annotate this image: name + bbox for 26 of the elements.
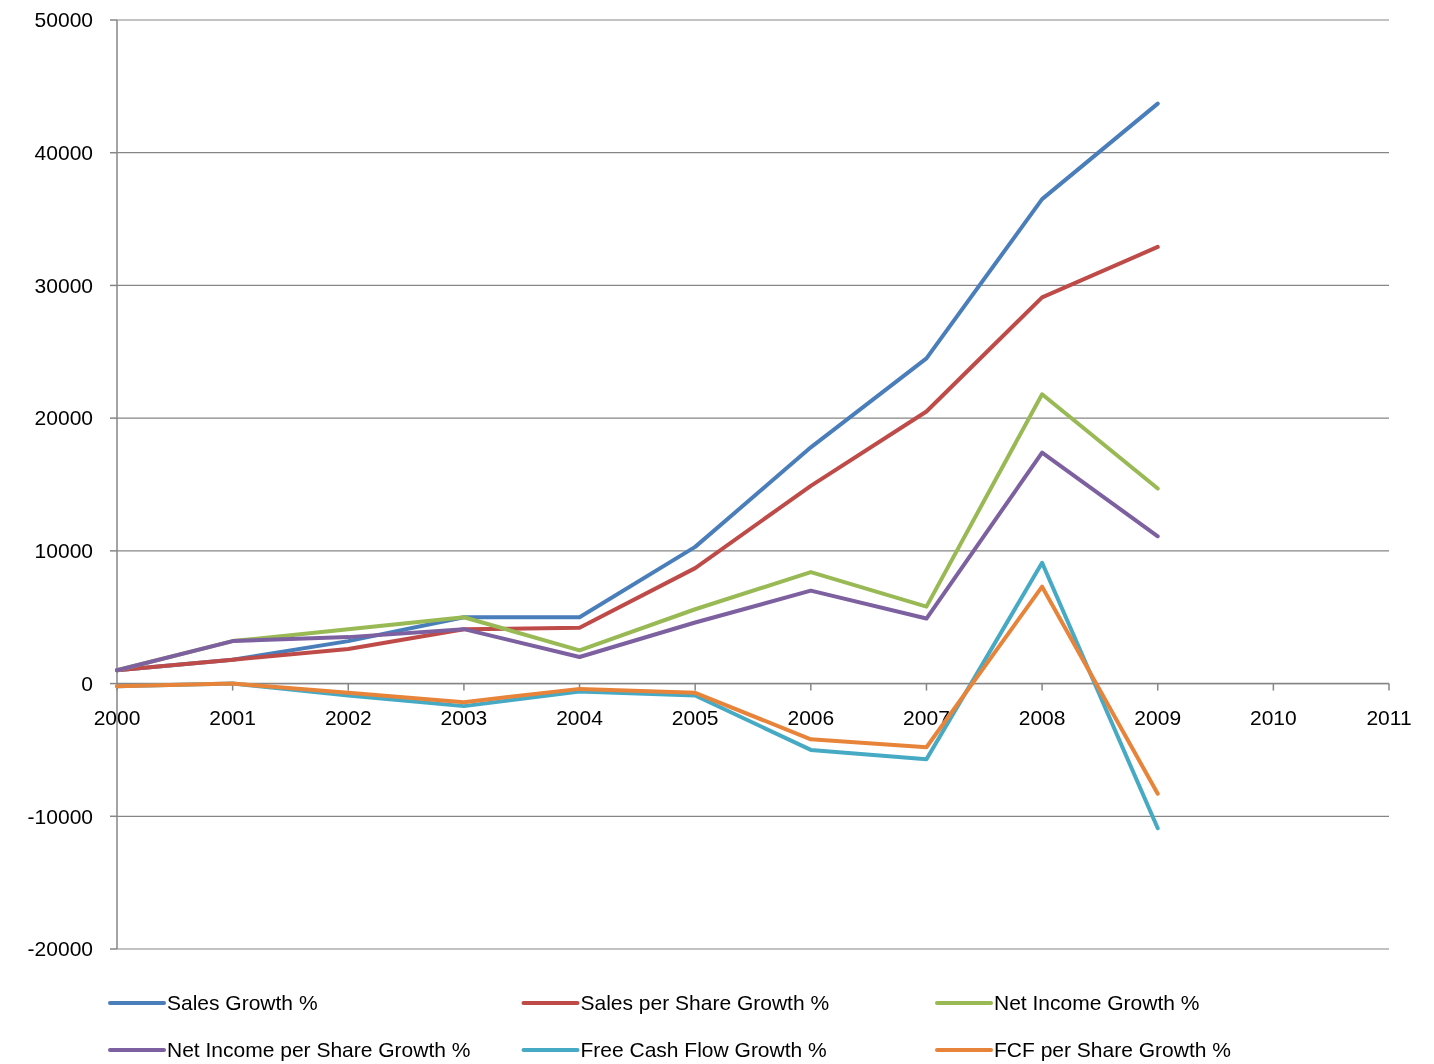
y-tick-label: 40000 (34, 141, 93, 165)
legend-label: Free Cash Flow Growth % (580, 1038, 827, 1062)
y-tick-label: 50000 (34, 8, 93, 32)
legend-label: Net Income Growth % (994, 991, 1200, 1015)
legend-label: FCF per Share Growth % (994, 1038, 1231, 1062)
x-tick-label: 2008 (1018, 705, 1066, 729)
legend-label: Sales Growth % (167, 991, 318, 1015)
x-tick-label: 2004 (556, 705, 604, 729)
y-tick-label: -10000 (27, 804, 93, 828)
y-tick-label: 10000 (34, 539, 93, 563)
x-tick-label: 2003 (440, 705, 488, 729)
x-tick-label: 2009 (1134, 705, 1182, 729)
line-series (115, 450, 1160, 673)
x-tick-label: 2006 (787, 705, 835, 729)
x-tick-label: 2001 (209, 705, 256, 729)
x-tick-label: 2005 (671, 705, 719, 729)
y-tick-label: 30000 (34, 273, 93, 297)
y-tick-label: 20000 (34, 406, 93, 430)
x-tick-label: 2002 (324, 705, 372, 729)
legend-label: Net Income per Share Growth % (167, 1038, 471, 1062)
x-tick-label: 2000 (93, 705, 141, 729)
y-tick-label: 0 (81, 671, 93, 695)
x-tick-label: 2010 (1250, 705, 1297, 729)
legend-label: Sales per Share Growth % (580, 991, 830, 1015)
y-tick-label: -20000 (27, 937, 93, 961)
x-tick-label: 2011 (1366, 705, 1412, 729)
